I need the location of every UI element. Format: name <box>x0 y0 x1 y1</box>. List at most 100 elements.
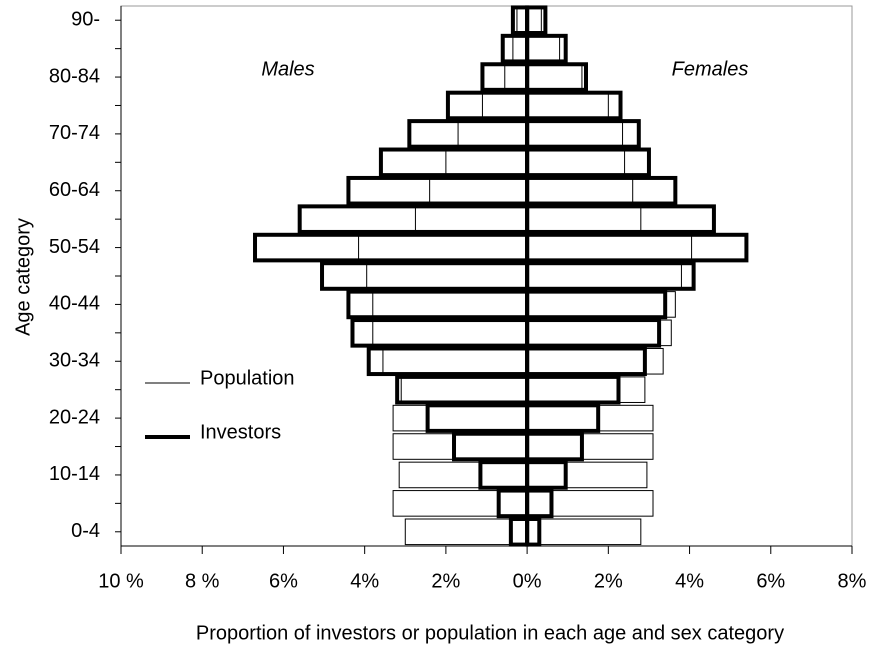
bar <box>407 119 530 149</box>
bar <box>526 262 682 290</box>
bar <box>358 234 528 261</box>
bar <box>425 403 530 433</box>
bar <box>392 433 528 460</box>
bar <box>526 319 672 347</box>
bar <box>500 33 530 64</box>
bar <box>525 318 662 348</box>
bar <box>253 232 530 263</box>
bar <box>526 376 646 403</box>
x-tick-label: 0% <box>513 570 542 592</box>
bar <box>297 204 530 234</box>
bar <box>372 291 528 318</box>
bar <box>366 262 528 290</box>
bar <box>525 431 584 462</box>
bar <box>346 175 530 206</box>
bar <box>395 374 530 405</box>
bar <box>392 404 528 432</box>
bar <box>526 149 626 176</box>
males-annotation: Males <box>261 58 314 80</box>
x-tick-label: 8% <box>838 570 867 592</box>
bar <box>526 291 676 318</box>
x-axis-label: Proportion of investors or population in… <box>196 622 784 644</box>
bar <box>525 90 623 121</box>
bar <box>457 120 528 148</box>
bar <box>525 232 749 263</box>
bar <box>400 376 528 403</box>
y-tick-label: 30-34 <box>49 350 100 372</box>
y-axis-label: Age category <box>12 218 34 336</box>
bar <box>445 149 528 176</box>
bar <box>398 461 528 489</box>
bar <box>382 347 528 375</box>
bar <box>526 35 561 62</box>
bar <box>526 234 693 261</box>
bar <box>526 433 654 460</box>
y-tick-label: 60-64 <box>49 179 100 201</box>
bar <box>504 63 528 91</box>
bar <box>525 175 678 206</box>
x-tick-label: 8 % <box>185 570 220 592</box>
x-tick-label: 4% <box>675 570 704 592</box>
bar <box>526 120 624 148</box>
bar <box>526 490 654 517</box>
bar <box>525 261 696 291</box>
x-tick-label: 2% <box>594 570 623 592</box>
y-tick-label: 20-24 <box>49 406 100 428</box>
legend-label: Investors <box>200 421 281 443</box>
bar <box>525 147 651 178</box>
legend-label: Population <box>200 367 295 389</box>
bar <box>526 92 609 119</box>
x-tick-label: 6% <box>756 570 785 592</box>
bar <box>525 488 554 519</box>
bar <box>414 205 528 233</box>
bar <box>378 147 530 178</box>
bar <box>525 5 548 35</box>
bar <box>526 347 664 375</box>
bar <box>404 518 528 546</box>
x-tick-label: 6% <box>269 570 298 592</box>
y-tick-label: 90- <box>71 8 100 30</box>
bar <box>525 346 647 377</box>
plot-frame <box>120 5 853 547</box>
bar <box>508 517 530 547</box>
bar <box>346 289 530 320</box>
bar <box>526 177 634 205</box>
bar <box>452 431 530 462</box>
y-tick-label: 50-54 <box>49 236 100 258</box>
bar <box>372 319 528 347</box>
y-tick-label: 0-4 <box>71 520 100 542</box>
bar <box>320 261 530 291</box>
bar <box>392 490 528 517</box>
bar <box>366 346 530 377</box>
x-tick-label: 10 % <box>98 570 144 592</box>
bar <box>525 204 716 234</box>
bar <box>525 289 668 320</box>
bar <box>525 460 568 490</box>
bar <box>526 63 583 91</box>
bar <box>429 177 528 205</box>
bar <box>526 461 648 489</box>
bar <box>526 205 642 233</box>
bar <box>525 374 621 405</box>
bar <box>478 460 530 490</box>
bar <box>350 318 530 348</box>
bar <box>526 6 542 34</box>
y-tick-label: 80-84 <box>49 65 100 87</box>
x-tick-label: 4% <box>350 570 379 592</box>
x-tick-label: 2% <box>431 570 460 592</box>
bar <box>510 5 530 35</box>
y-tick-label: 10-14 <box>49 463 100 485</box>
bar <box>525 403 601 433</box>
bar <box>526 404 654 432</box>
y-tick-label: 70-74 <box>49 122 100 144</box>
bar <box>512 35 528 62</box>
bar <box>525 119 641 149</box>
bar <box>525 62 588 92</box>
bar <box>526 518 642 546</box>
females-annotation: Females <box>672 58 749 80</box>
bar <box>496 488 530 519</box>
bar <box>481 92 528 119</box>
y-tick-label: 40-44 <box>49 293 100 315</box>
bar <box>445 90 530 121</box>
